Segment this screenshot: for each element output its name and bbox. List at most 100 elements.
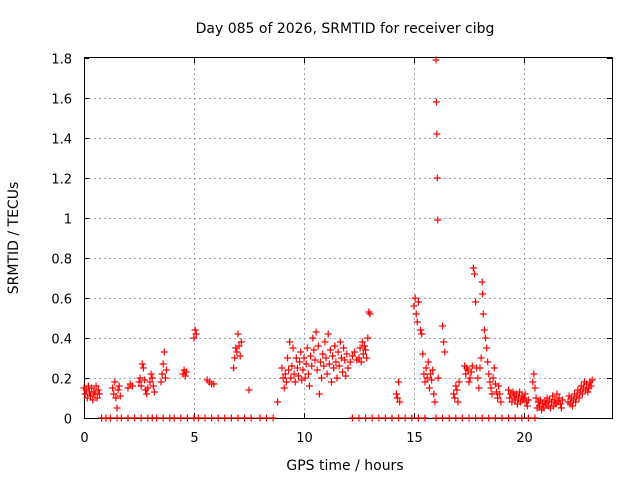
- data-point: [568, 402, 576, 410]
- data-point: [428, 376, 436, 384]
- data-point: [314, 342, 322, 350]
- y-tick-label: 0.4: [51, 333, 72, 348]
- data-point: [117, 414, 125, 422]
- x-tick-label: 15: [406, 431, 423, 446]
- data-point: [106, 414, 114, 422]
- data-point: [490, 364, 498, 372]
- data-point: [322, 354, 330, 362]
- data-point: [208, 414, 216, 422]
- data-point: [269, 414, 277, 422]
- data-point: [395, 414, 403, 422]
- data-point: [432, 56, 440, 64]
- data-point: [440, 338, 448, 346]
- data-point: [144, 384, 152, 392]
- data-point: [584, 388, 592, 396]
- data-point: [458, 414, 466, 422]
- x-axis-label: GPS time / hours: [286, 458, 403, 474]
- data-point: [467, 368, 475, 376]
- data-point: [308, 362, 316, 370]
- data-series-srmtid: [80, 56, 596, 422]
- data-point: [194, 414, 202, 422]
- data-point: [482, 334, 489, 342]
- data-point: [355, 354, 363, 362]
- data-point: [234, 330, 242, 338]
- data-point: [313, 366, 321, 374]
- data-point: [421, 414, 429, 422]
- data-point: [485, 370, 493, 378]
- data-point: [95, 390, 103, 398]
- data-point: [139, 364, 147, 372]
- data-point: [497, 398, 505, 406]
- data-point: [146, 378, 154, 386]
- data-point: [417, 326, 425, 334]
- data-point: [279, 374, 287, 382]
- data-point: [147, 370, 155, 378]
- data-point: [477, 354, 485, 362]
- data-point: [135, 378, 143, 386]
- data-point: [183, 414, 191, 422]
- data-point: [523, 402, 531, 410]
- data-point: [476, 364, 484, 372]
- data-point: [148, 374, 156, 382]
- data-point: [487, 384, 495, 392]
- data-point: [524, 414, 532, 422]
- y-tick-label: 0.2: [51, 373, 72, 388]
- y-tick-label: 1.6: [51, 93, 72, 108]
- data-point: [414, 298, 422, 306]
- data-point: [170, 414, 178, 422]
- data-point: [445, 414, 453, 422]
- data-point: [344, 364, 352, 372]
- data-point: [274, 398, 282, 406]
- x-tick-label: 10: [296, 431, 313, 446]
- data-point: [362, 346, 370, 354]
- data-point: [496, 390, 504, 398]
- data-point: [177, 414, 185, 422]
- data-point: [430, 390, 438, 398]
- data-point: [339, 368, 346, 376]
- x-tick-label: 5: [190, 431, 198, 446]
- data-point: [471, 270, 478, 278]
- data-point: [439, 414, 447, 422]
- y-tick-label: 0: [64, 413, 72, 428]
- data-point: [439, 322, 447, 330]
- data-point: [414, 414, 422, 422]
- data-point: [303, 344, 311, 352]
- data-point: [530, 370, 538, 378]
- data-point: [181, 372, 189, 380]
- data-point: [429, 366, 437, 374]
- data-point: [491, 414, 499, 422]
- data-point: [138, 360, 146, 368]
- data-point: [112, 394, 120, 402]
- data-point: [441, 348, 449, 356]
- data-point: [317, 358, 324, 366]
- data-point: [362, 414, 370, 422]
- data-point: [290, 370, 298, 378]
- data-point: [427, 370, 434, 378]
- data-point: [488, 390, 496, 398]
- data-point: [469, 264, 477, 272]
- data-point: [221, 414, 229, 422]
- data-point: [92, 382, 100, 390]
- data-point: [433, 174, 441, 182]
- data-point: [288, 362, 296, 370]
- data-point: [293, 364, 301, 372]
- data-point: [396, 398, 404, 406]
- data-point: [160, 348, 168, 356]
- data-point: [311, 356, 319, 364]
- data-point: [159, 414, 167, 422]
- data-point: [346, 358, 354, 366]
- data-point: [518, 414, 526, 422]
- data-point: [472, 414, 480, 422]
- data-point: [392, 390, 400, 398]
- data-point: [357, 358, 365, 366]
- data-point: [237, 338, 245, 346]
- data-point: [420, 370, 428, 378]
- data-point: [465, 414, 473, 422]
- data-point: [149, 382, 157, 390]
- data-point: [529, 378, 537, 386]
- data-point: [330, 364, 338, 372]
- data-point: [489, 374, 497, 382]
- data-point: [537, 396, 544, 404]
- y-axis-label: SRMTID / TECUs: [6, 182, 22, 295]
- data-point: [413, 318, 421, 326]
